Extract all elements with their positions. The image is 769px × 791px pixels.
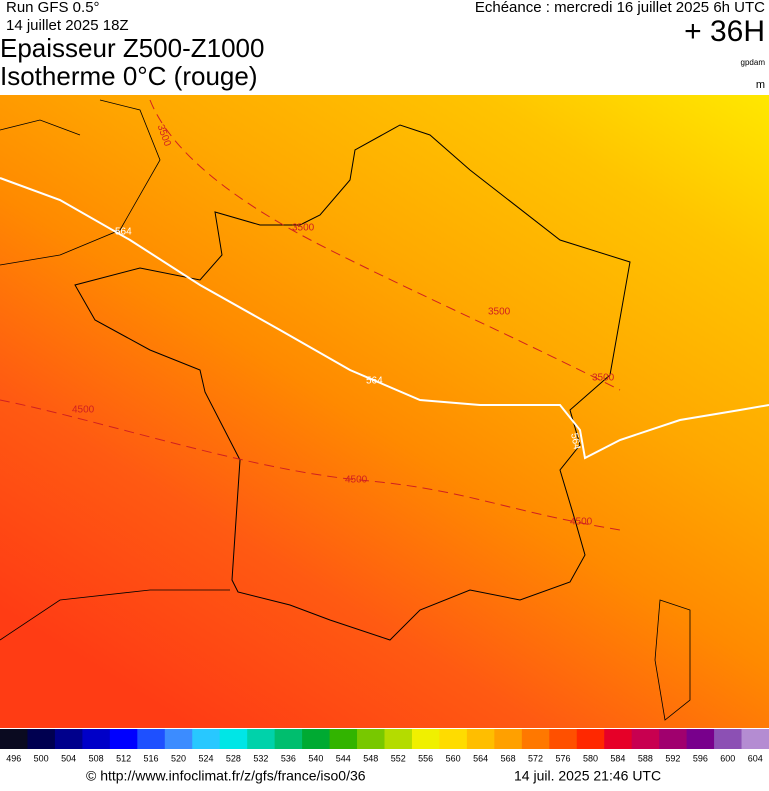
timestamp: 14 juil. 2025 21:46 UTC xyxy=(514,768,661,784)
lead-time: + 36H xyxy=(684,15,765,48)
legend-tick-label: 556 xyxy=(418,753,433,763)
legend-swatch xyxy=(137,729,166,749)
legend-swatch xyxy=(741,729,769,749)
thickness-564-contour xyxy=(0,177,769,460)
legend-tick-label: 568 xyxy=(501,753,516,763)
legend-swatch xyxy=(274,729,303,749)
unit: m xyxy=(756,79,765,91)
legend-tick-label: 544 xyxy=(336,753,351,763)
legend-swatch xyxy=(329,729,358,749)
run-date: 14 juillet 2025 18Z xyxy=(6,17,129,34)
color-legend: 496 500 504 508 512 516 520 524 528 532 536 540 544 5… xyxy=(0,729,769,763)
legend-swatch xyxy=(164,729,193,749)
legend-tick-label: 552 xyxy=(391,753,406,763)
legend-swatch xyxy=(54,729,83,749)
legend-tick-label: 564 xyxy=(473,753,488,763)
legend-swatch xyxy=(466,729,495,749)
legend-swatch xyxy=(604,729,633,749)
legend-tick-label: 560 xyxy=(446,753,461,763)
legend-swatch xyxy=(494,729,523,749)
legend-swatch xyxy=(27,729,56,749)
legend-tick-label: 596 xyxy=(693,753,708,763)
legend-tick-label: 528 xyxy=(226,753,241,763)
legend-tick-label: 496 xyxy=(6,753,21,763)
legend-swatch xyxy=(192,729,221,749)
legend-tick-label: 500 xyxy=(34,753,49,763)
legend-tick-label: 536 xyxy=(281,753,296,763)
legend-swatch xyxy=(0,729,28,749)
legend-tick-label: 524 xyxy=(198,753,213,763)
echeance: Echéance : mercredi 16 juillet 2025 6h U… xyxy=(475,0,765,16)
legend-tick-label: 604 xyxy=(748,753,763,763)
header-band xyxy=(0,0,769,95)
legend-swatch xyxy=(631,729,660,749)
contour-label: 3500 xyxy=(292,223,315,234)
source-url: © http://www.infoclimat.fr/z/gfs/france/… xyxy=(86,768,366,784)
legend-tick-label: 516 xyxy=(144,753,159,763)
legend-tick-label: 588 xyxy=(638,753,653,763)
legend-tick-label: 508 xyxy=(89,753,104,763)
legend-swatch xyxy=(357,729,385,749)
contour-label: 4500 xyxy=(72,405,95,416)
legend-swatch xyxy=(549,729,578,749)
legend-tick-label: 512 xyxy=(116,753,131,763)
legend-tick-label: 584 xyxy=(610,753,625,763)
legend-swatch xyxy=(109,729,138,749)
legend-swatch xyxy=(384,729,413,749)
legend-tick-label: 592 xyxy=(665,753,680,763)
legend-tick-label: 540 xyxy=(308,753,323,763)
unit: gpdam xyxy=(741,58,766,67)
contour-label: 564 xyxy=(115,227,132,238)
legend-swatch xyxy=(659,729,688,749)
contour-label: 3500 xyxy=(488,307,511,318)
legend-swatch xyxy=(302,729,331,749)
legend-tick-label: 576 xyxy=(556,753,571,763)
legend-swatch xyxy=(686,729,715,749)
legend-swatch xyxy=(82,729,111,749)
title-line: Epaisseur Z500-Z1000 xyxy=(0,33,264,63)
legend-swatch xyxy=(439,729,468,749)
legend-swatch xyxy=(247,729,276,749)
legend-tick-label: 600 xyxy=(720,753,735,763)
legend-tick-label: 520 xyxy=(171,753,186,763)
contour-label: 4500 xyxy=(570,517,593,528)
legend-swatch xyxy=(219,729,248,749)
contour-label: 3500 xyxy=(592,373,615,384)
coastlines xyxy=(0,99,691,721)
legend-tick-label: 532 xyxy=(253,753,268,763)
contour-label: 4500 xyxy=(345,475,368,486)
freezing-level-contours xyxy=(0,99,621,531)
legend-tick-label: 580 xyxy=(583,753,598,763)
france-outline xyxy=(74,124,631,641)
run-label: Run GFS 0.5° xyxy=(6,0,100,16)
legend-tick-label: 548 xyxy=(363,753,378,763)
title-line: Isotherme 0°C (rouge) xyxy=(0,61,258,91)
contour-label: 564 xyxy=(568,432,582,451)
legend-tick-label: 504 xyxy=(61,753,76,763)
legend-swatch xyxy=(521,729,550,749)
legend-swatch xyxy=(714,729,743,749)
thickness-field xyxy=(0,95,769,728)
contour-label: 564 xyxy=(366,376,383,387)
legend-tick-label: 572 xyxy=(528,753,543,763)
legend-swatch xyxy=(411,729,440,749)
legend-swatch xyxy=(576,729,605,749)
